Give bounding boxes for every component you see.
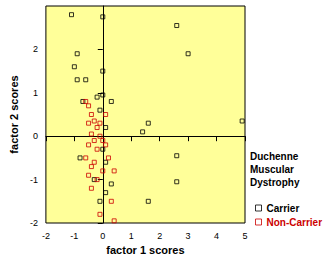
svg-text:2: 2 bbox=[157, 231, 162, 241]
svg-text:1: 1 bbox=[129, 231, 134, 241]
svg-text:Non-Carrier: Non-Carrier bbox=[267, 217, 323, 228]
svg-text:factor 1 scores: factor 1 scores bbox=[106, 244, 184, 256]
svg-text:-2: -2 bbox=[30, 218, 38, 228]
svg-text:5: 5 bbox=[242, 231, 247, 241]
svg-text:0: 0 bbox=[100, 231, 105, 241]
svg-text:-2: -2 bbox=[42, 231, 50, 241]
svg-text:1: 1 bbox=[33, 88, 38, 98]
svg-text:3: 3 bbox=[186, 231, 191, 241]
svg-text:Muscular: Muscular bbox=[250, 164, 297, 175]
svg-text:0: 0 bbox=[33, 131, 38, 141]
svg-text:Dystrophy: Dystrophy bbox=[250, 177, 300, 188]
svg-text:4: 4 bbox=[214, 231, 219, 241]
svg-text:-1: -1 bbox=[30, 175, 38, 185]
svg-text:Carrier: Carrier bbox=[267, 203, 300, 214]
svg-text:Duchenne: Duchenne bbox=[250, 151, 301, 162]
svg-text:2: 2 bbox=[33, 44, 38, 54]
svg-text:-1: -1 bbox=[70, 231, 78, 241]
svg-text:factor 2 scores: factor 2 scores bbox=[8, 75, 20, 153]
